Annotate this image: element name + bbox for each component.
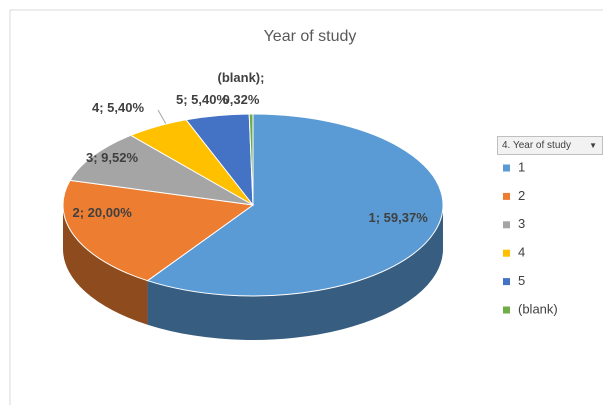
- dropdown-arrow: ▼: [589, 141, 597, 150]
- legend-label: 5: [518, 273, 525, 288]
- legend-swatch: [503, 278, 510, 286]
- legend-swatch: [503, 306, 510, 314]
- pie-slice: [248, 113, 254, 206]
- legend-swatch: [503, 221, 510, 229]
- legend-label: 2: [518, 188, 525, 203]
- pie-side: [63, 205, 148, 325]
- legend-swatch: [503, 192, 510, 200]
- legend-label: 3: [518, 216, 525, 231]
- pie-slice: [69, 134, 254, 206]
- legend-filter-dropdown[interactable]: 4. Year of study ▼: [497, 136, 603, 155]
- legend-title: 4. Year of study: [502, 140, 571, 151]
- data-label: 2; 20,00%: [72, 205, 132, 220]
- data-label: (blank); 0,32%: [217, 70, 265, 107]
- pie-side: [147, 205, 443, 340]
- legend-swatch: [503, 164, 510, 172]
- legend-label: 4: [518, 245, 525, 260]
- data-label: 5; 5,40%: [176, 92, 229, 107]
- pie-slice: [62, 179, 255, 282]
- legend-label: 1: [518, 159, 525, 174]
- leader-line: [157, 109, 167, 125]
- data-label: 1; 59,37%: [368, 210, 428, 225]
- chart-title: Year of study: [264, 28, 357, 45]
- data-label: 4; 5,40%: [92, 100, 145, 115]
- legend-swatch: [503, 249, 510, 257]
- data-label: 3; 9,52%: [86, 150, 139, 165]
- legend-label: (blank): [518, 301, 558, 316]
- pie-slice: [146, 113, 444, 297]
